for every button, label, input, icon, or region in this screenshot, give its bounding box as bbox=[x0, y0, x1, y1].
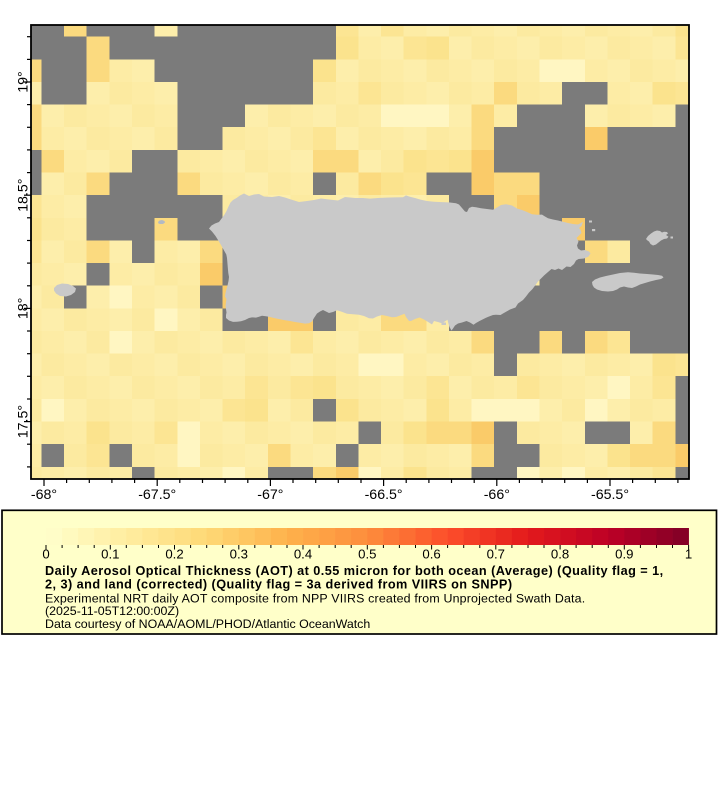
svg-text:-65.5°: -65.5° bbox=[591, 487, 629, 503]
svg-text:(2025-11-05T12:00:00Z): (2025-11-05T12:00:00Z) bbox=[45, 604, 179, 618]
svg-text:19°: 19° bbox=[16, 71, 32, 92]
svg-text:2, 3) and land (corrected) (Qu: 2, 3) and land (corrected) (Quality flag… bbox=[45, 578, 513, 592]
svg-text:0.6: 0.6 bbox=[422, 547, 440, 562]
svg-text:0.3: 0.3 bbox=[230, 547, 248, 562]
svg-text:Daily Aerosol Optical Thicknes: Daily Aerosol Optical Thickness (AOT) at… bbox=[45, 564, 664, 578]
svg-text:0.7: 0.7 bbox=[487, 547, 505, 562]
svg-text:0.5: 0.5 bbox=[358, 547, 376, 562]
svg-text:0.8: 0.8 bbox=[551, 547, 569, 562]
svg-text:-67°: -67° bbox=[257, 487, 283, 503]
svg-text:0.1: 0.1 bbox=[101, 547, 119, 562]
svg-text:-66.5°: -66.5° bbox=[365, 487, 403, 503]
svg-text:18.5°: 18.5° bbox=[16, 179, 32, 212]
svg-text:0.4: 0.4 bbox=[294, 547, 312, 562]
svg-text:1: 1 bbox=[685, 547, 692, 562]
svg-text:0.9: 0.9 bbox=[615, 547, 633, 562]
svg-text:17.5°: 17.5° bbox=[16, 405, 32, 438]
svg-text:-66°: -66° bbox=[484, 487, 510, 503]
svg-text:Experimental NRT daily AOT com: Experimental NRT daily AOT composite fro… bbox=[45, 591, 585, 605]
svg-text:-68°: -68° bbox=[31, 487, 57, 503]
svg-text:-67.5°: -67.5° bbox=[138, 487, 176, 503]
svg-text:Data courtesy of NOAA/AOML/PHO: Data courtesy of NOAA/AOML/PHOD/Atlantic… bbox=[45, 617, 370, 631]
svg-text:0: 0 bbox=[42, 547, 49, 562]
svg-text:0.2: 0.2 bbox=[165, 547, 183, 562]
svg-text:18°: 18° bbox=[16, 298, 32, 319]
